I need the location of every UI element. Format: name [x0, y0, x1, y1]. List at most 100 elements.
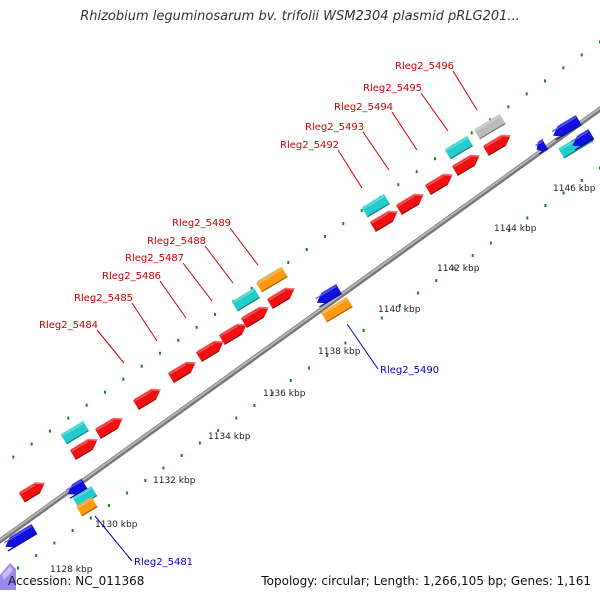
rna-gene-1[interactable]	[256, 266, 289, 293]
minus-cds-4[interactable]	[550, 114, 583, 141]
plus-cds-10[interactable]	[396, 190, 428, 215]
lower-track-dots	[398, 304, 401, 307]
gene-label-rleg2-5490: Rleg2_5490	[380, 365, 439, 376]
leader-rleg2-5481	[94, 515, 133, 562]
gene-label-rleg2-5488: Rleg2_5488	[147, 236, 206, 247]
leader-rleg2-5487	[182, 262, 213, 302]
plus-cds-3-shine	[134, 390, 152, 402]
minus-cds-1[interactable]	[314, 283, 344, 308]
plus-cds-1-top	[70, 438, 99, 451]
gene-label-rleg2-5494: Rleg2_5494	[334, 102, 393, 113]
other-gene-5-top	[445, 135, 469, 150]
minus-cds-3-shadow	[7, 532, 38, 552]
other-gene-1-top	[61, 420, 85, 435]
minus-cds-5-shadow	[574, 138, 595, 151]
gene-label-rleg2-5485: Rleg2_5485	[74, 293, 133, 304]
other-gene-5-shadow	[450, 144, 473, 160]
lower-track-dots	[526, 216, 529, 220]
upper-track-dots	[580, 53, 583, 57]
plus-cds-6-shine	[220, 325, 238, 337]
plus-cds-10-shine	[397, 195, 415, 207]
plus-cds-8[interactable]	[267, 284, 299, 309]
plus-cds-12-face	[452, 156, 480, 176]
plus-cds-5[interactable]	[196, 337, 228, 362]
lower-track-dots	[489, 241, 492, 245]
plus-cds-far-left[interactable]	[19, 478, 49, 503]
rna-gene-2[interactable]	[321, 296, 354, 323]
plus-cds-9[interactable]	[370, 207, 402, 232]
lower-track-dots	[289, 379, 292, 382]
lower-track-dots	[162, 466, 165, 470]
other-gene-2-shine	[233, 289, 255, 304]
plus-cds-13[interactable]	[483, 131, 515, 156]
minus-cds-3-face	[5, 524, 38, 548]
selection-arrow-highlight	[2, 566, 13, 580]
rna-gene-2-top	[321, 296, 349, 314]
upper-track-dots	[140, 364, 143, 368]
leader-rleg2-5493	[362, 131, 390, 171]
lower-track-dots	[580, 179, 583, 182]
topology-summary: Topology: circular; Length: 1,266,105 bp…	[261, 574, 591, 588]
plus-cds-7-face	[241, 308, 269, 328]
upper-track-dots	[159, 351, 161, 355]
plus-cds-10-top	[396, 193, 425, 206]
plus-cds-7[interactable]	[241, 303, 273, 328]
plus-cds-2[interactable]	[95, 414, 127, 439]
gene-label-rleg2-5492: Rleg2_5492	[280, 140, 339, 151]
upper-track-dots	[324, 235, 326, 238]
plus-cds-7-top	[241, 306, 270, 319]
minus-cds-4-face	[553, 115, 582, 137]
gene-label-rleg2-5481: Rleg2_5481	[134, 557, 193, 568]
upper-track-dots	[287, 261, 290, 264]
lower-track-dots	[308, 366, 310, 370]
other-gene-2-shadow	[237, 296, 260, 312]
other-gene-4[interactable]	[362, 193, 392, 218]
plus-cds-3[interactable]	[133, 385, 165, 410]
minus-cds-5-shine	[571, 130, 589, 143]
upper-track-dots	[67, 416, 70, 420]
lower-track-dots	[35, 554, 38, 557]
scale-label-1132-kbp: 1132 kbp	[153, 476, 196, 486]
lower-track-dots	[380, 316, 383, 320]
lower-track-dots	[471, 254, 474, 257]
other-gene-2-face	[232, 288, 260, 312]
plus-cds-4[interactable]	[168, 358, 200, 383]
minus-cds-6[interactable]	[533, 138, 549, 155]
plus-cds-12[interactable]	[452, 151, 484, 176]
lower-track-dots	[562, 191, 565, 195]
rna-gene-2-face	[321, 297, 353, 323]
plus-cds-4-top	[168, 361, 197, 374]
upper-track-dots	[342, 222, 345, 226]
other-gene-4-shadow	[367, 202, 390, 218]
minus-cds-2[interactable]	[64, 477, 89, 499]
plus-cds-1[interactable]	[70, 435, 102, 460]
upper-track-dots	[525, 92, 528, 96]
other-gene-5[interactable]	[445, 135, 475, 160]
pseudo-gene-1[interactable]	[474, 113, 507, 140]
lower-track-dots	[417, 291, 420, 295]
rna-gene-2-shadow	[326, 305, 353, 323]
lower-track-dots	[217, 429, 220, 432]
rna-gene-3[interactable]	[76, 496, 99, 517]
minus-cds-3[interactable]	[2, 522, 39, 552]
lower-track-dots	[271, 391, 274, 395]
plus-cds-11[interactable]	[425, 170, 457, 195]
scale-label-1142-kbp: 1142 kbp	[437, 264, 480, 274]
minus-cds-4-shadow	[555, 123, 582, 141]
plus-cds-6-shadow	[224, 333, 242, 345]
scale-label-1140-kbp: 1140 kbp	[378, 305, 421, 315]
plus-cds-13-shadow	[488, 144, 506, 156]
leader-rleg2-5495	[420, 92, 449, 132]
plus-cds-1-shadow	[75, 448, 93, 460]
selection-arrow-icon[interactable]	[0, 563, 16, 590]
upper-track-dots	[49, 429, 51, 433]
scale-label-1130-kbp: 1130 kbp	[95, 520, 138, 530]
plus-cds-6[interactable]	[219, 320, 251, 345]
minus-cds-5[interactable]	[569, 128, 595, 151]
plus-cds-7-shadow	[246, 316, 264, 328]
pseudo-gene-1-shine	[475, 115, 501, 132]
plus-cds-3-shadow	[138, 398, 156, 410]
other-gene-2[interactable]	[232, 287, 262, 312]
other-gene-1[interactable]	[61, 420, 91, 445]
